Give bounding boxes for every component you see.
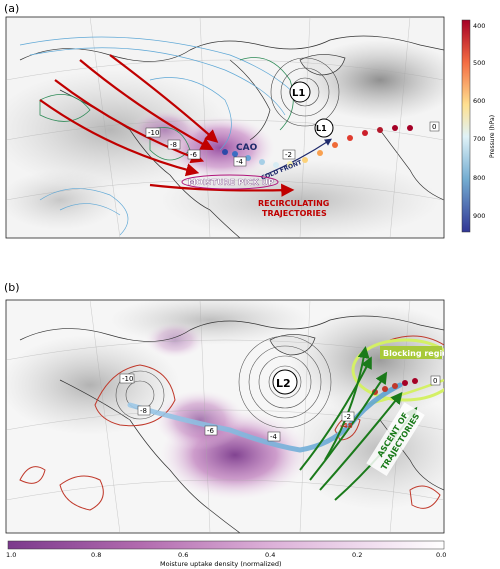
time-label: -4 bbox=[270, 433, 278, 441]
grey-field bbox=[300, 40, 444, 120]
colorbar-moisture-title: Moisture uptake density (normalized) bbox=[160, 560, 282, 568]
grey-field bbox=[6, 335, 180, 435]
coastline bbox=[59, 379, 241, 533]
trajectory-arrow bbox=[319, 391, 403, 491]
colorbar-tick: 400 bbox=[473, 22, 485, 30]
trajectory-arrow bbox=[299, 356, 372, 471]
time-label: -4 bbox=[236, 158, 244, 166]
colorbar-tick: 800 bbox=[473, 174, 485, 182]
time-label: -2 bbox=[285, 151, 292, 159]
trajectory-path bbox=[127, 382, 403, 453]
time-label: -10 bbox=[122, 375, 133, 383]
annotation-recirculating-2: TRAJECTORIES bbox=[262, 209, 327, 218]
colorbar-tick: 700 bbox=[473, 135, 485, 143]
time-label: -6 bbox=[190, 151, 198, 159]
time-label: -10 bbox=[148, 129, 159, 137]
time-label: 0 bbox=[432, 123, 436, 131]
time-labels: -10 -8 -6 -4 -2 0 bbox=[119, 373, 441, 442]
colorbar-pressure-ticks: 400 500 600 700 800 900 bbox=[473, 22, 485, 220]
panel-b-label: (b) bbox=[4, 281, 20, 294]
moisture-uptake-field bbox=[130, 110, 200, 150]
low-label-l2: L2 bbox=[276, 377, 291, 390]
colorbar-moisture-ticks: 1.0 0.8 0.6 0.4 0.2 0.0 bbox=[6, 551, 446, 559]
time-label: 0 bbox=[433, 377, 437, 385]
blocking-region-tag bbox=[380, 346, 442, 359]
time-labels: -10 -8 -6 -4 -2 0 bbox=[145, 121, 440, 167]
colorbar-tick: 900 bbox=[473, 212, 485, 220]
moisture-uptake-field bbox=[145, 322, 205, 358]
annotation-moisture-pick-up: MOISTURE PICK UP bbox=[188, 178, 274, 187]
grey-field bbox=[6, 170, 120, 230]
colorbar-tick: 0.4 bbox=[265, 551, 275, 559]
grey-field bbox=[160, 160, 440, 238]
coastline bbox=[19, 315, 444, 342]
coastline bbox=[229, 59, 271, 141]
contours-black bbox=[115, 335, 332, 429]
colorbar-tick: 0.2 bbox=[352, 551, 362, 559]
low-label-l1: L1 bbox=[292, 88, 305, 99]
trajectory-arrow bbox=[109, 54, 219, 143]
colorbar-tick: 0.0 bbox=[436, 551, 446, 559]
contours-blue bbox=[19, 36, 301, 236]
annotation-value-48: -48 bbox=[340, 422, 353, 430]
trajectory-arrow bbox=[324, 346, 370, 461]
cold-front-line bbox=[264, 138, 332, 176]
coastline bbox=[379, 129, 444, 201]
colorbar-pressure-title: Pressure (hPa) bbox=[489, 115, 496, 158]
time-label: -6 bbox=[207, 427, 215, 435]
low-label-l1b: L1 bbox=[316, 124, 327, 133]
annotation-cao: CAO bbox=[236, 143, 258, 153]
colorbar-tick: 0.6 bbox=[178, 551, 188, 559]
trajectory-arrow bbox=[79, 59, 214, 151]
low-marker-l2 bbox=[272, 369, 298, 395]
blocking-region-outline bbox=[351, 338, 444, 402]
colorbar-tick: 1.0 bbox=[6, 551, 16, 559]
colorbar-tick: 500 bbox=[473, 59, 485, 67]
panel-a-label: (a) bbox=[4, 2, 19, 15]
panel-b: (b) bbox=[4, 281, 454, 568]
panel-a: (a) bbox=[4, 2, 496, 239]
moisture-uptake-field bbox=[155, 390, 245, 450]
colorbar-pressure bbox=[461, 19, 471, 233]
trajectory-arrow bbox=[39, 99, 200, 177]
coastline bbox=[19, 35, 444, 62]
annotation-blocking-region: Blocking region bbox=[383, 349, 454, 358]
time-label: -2 bbox=[344, 413, 351, 421]
colorbar-moisture bbox=[7, 540, 445, 550]
colorbar-tick: 0.8 bbox=[91, 551, 101, 559]
trajectory-dots bbox=[222, 125, 413, 168]
low-marker-l1 bbox=[289, 81, 311, 103]
time-label: -8 bbox=[140, 407, 147, 415]
time-label: -8 bbox=[170, 141, 177, 149]
low-marker-l1b bbox=[314, 118, 334, 138]
trajectory-arrow bbox=[149, 183, 295, 197]
recirculating-arrows bbox=[39, 54, 295, 197]
annotation-recirculating-1: RECIRCULATING bbox=[258, 199, 329, 208]
trajectory-arrow bbox=[309, 371, 388, 481]
moisture-ellipse bbox=[181, 174, 279, 190]
coastline-greenland bbox=[269, 334, 316, 356]
colorbar-tick: 600 bbox=[473, 97, 485, 105]
graticule bbox=[6, 17, 444, 238]
trajectory-arrow bbox=[54, 79, 205, 164]
